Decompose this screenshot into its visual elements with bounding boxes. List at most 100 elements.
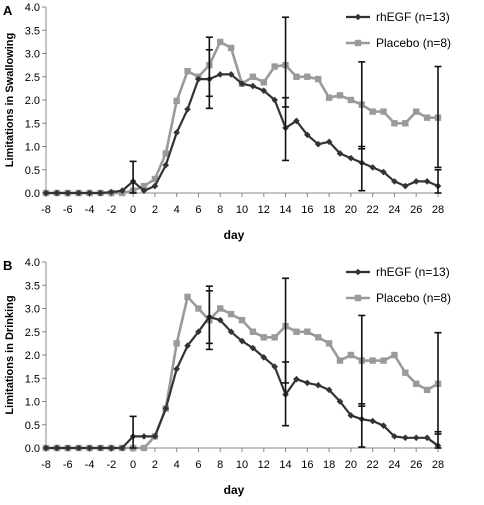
data-point-placebo	[151, 175, 159, 183]
data-point-rhegf	[249, 82, 257, 90]
x-tick-label: 12	[258, 204, 270, 216]
legend-marker-rhegf	[354, 268, 362, 276]
data-point-placebo	[336, 92, 344, 99]
y-tick-label: 2.5	[25, 72, 40, 84]
x-tick-label: -2	[106, 204, 116, 216]
data-point-rhegf	[42, 444, 50, 452]
data-point-rhegf	[64, 189, 72, 197]
x-tick-label: 16	[301, 204, 313, 216]
x-tick-label: 10	[236, 459, 248, 471]
x-tick-label: -8	[41, 459, 51, 471]
x-tick-label: -4	[85, 204, 95, 216]
panel-label: A	[3, 3, 13, 18]
data-point-placebo	[184, 293, 191, 301]
data-point-rhegf	[151, 433, 159, 440]
data-point-rhegf	[380, 422, 387, 429]
x-axis-title: day	[224, 483, 245, 497]
data-point-placebo	[347, 351, 355, 359]
data-point-placebo	[173, 97, 180, 105]
data-point-rhegf	[271, 96, 278, 104]
panel-b: 0.00.51.01.52.02.53.03.54.0-8 -6 -4 -2 0 2 4 6 8…	[3, 257, 451, 497]
y-axis-title: Limitations in Swallowing	[4, 33, 16, 167]
data-point-placebo	[315, 75, 322, 83]
data-point-rhegf	[184, 106, 191, 113]
data-point-placebo	[304, 73, 311, 80]
data-point-rhegf	[216, 71, 224, 78]
legend-label-placebo: Placebo (n=8)	[376, 291, 451, 305]
x-tick-label: 16	[301, 459, 313, 471]
panel-a: 0.00.51.01.52.02.53.03.54.0-8 -6 -4 -2 0 2 4 6 8…	[3, 2, 451, 242]
data-point-rhegf	[118, 187, 126, 194]
data-point-placebo	[380, 108, 387, 115]
data-point-rhegf	[151, 182, 159, 190]
data-point-rhegf	[271, 363, 278, 370]
data-point-placebo	[336, 357, 344, 364]
data-point-rhegf	[293, 375, 300, 383]
data-point-rhegf	[86, 189, 93, 197]
data-point-rhegf	[173, 365, 180, 373]
y-tick-label: 4.0	[25, 257, 40, 269]
data-point-placebo	[423, 114, 431, 121]
data-point-placebo	[260, 79, 267, 86]
data-point-rhegf	[293, 117, 300, 125]
y-tick-label: 0.0	[25, 188, 40, 200]
y-axis-title: Limitations in Drinking	[4, 295, 16, 414]
data-point-placebo	[391, 351, 398, 359]
data-point-placebo	[249, 73, 257, 80]
data-point-rhegf	[97, 444, 104, 452]
data-point-rhegf	[75, 189, 82, 197]
y-tick-label: 3.5	[25, 280, 40, 292]
data-point-placebo	[260, 334, 267, 341]
x-tick-label: -8	[41, 204, 51, 216]
data-point-placebo	[325, 340, 333, 347]
data-point-rhegf	[304, 131, 311, 139]
data-point-rhegf	[216, 316, 224, 324]
x-tick-label: 18	[323, 204, 335, 216]
panel-label: B	[3, 258, 12, 273]
data-point-placebo	[293, 73, 300, 80]
data-point-rhegf	[140, 187, 148, 194]
x-tick-label: 0	[130, 204, 136, 216]
x-tick-label: -4	[85, 459, 95, 471]
x-tick-label: 6	[195, 459, 201, 471]
data-point-placebo	[402, 120, 409, 127]
data-point-placebo	[217, 38, 224, 46]
x-tick-label: 0	[130, 459, 136, 471]
data-point-rhegf	[380, 168, 387, 176]
data-point-rhegf	[108, 188, 115, 196]
data-point-rhegf	[402, 434, 409, 442]
x-tick-label: 4	[174, 459, 180, 471]
x-tick-label: 8	[217, 459, 223, 471]
data-point-rhegf	[347, 154, 355, 162]
x-tick-label: 24	[388, 459, 400, 471]
data-point-rhegf	[314, 140, 322, 148]
y-tick-label: 1.5	[25, 373, 40, 385]
y-tick-label: 0.5	[25, 420, 40, 432]
data-point-rhegf	[260, 87, 268, 94]
x-tick-label: 20	[345, 459, 357, 471]
data-point-placebo	[217, 305, 224, 312]
x-tick-label: 28	[432, 204, 444, 216]
data-point-rhegf	[238, 337, 246, 345]
data-point-rhegf	[108, 444, 115, 452]
y-tick-label: 0.0	[25, 443, 40, 455]
data-point-rhegf	[260, 354, 268, 361]
y-tick-label: 2.0	[25, 95, 40, 107]
data-point-rhegf	[325, 386, 333, 394]
x-tick-label: 2	[152, 459, 158, 471]
data-point-rhegf	[184, 342, 191, 349]
data-point-rhegf	[391, 433, 398, 440]
data-point-placebo	[140, 444, 148, 452]
y-tick-label: 2.0	[25, 350, 40, 362]
data-point-placebo	[184, 67, 191, 75]
data-point-placebo	[173, 340, 180, 347]
y-tick-label: 1.5	[25, 118, 40, 130]
data-point-placebo	[195, 305, 202, 312]
x-tick-label: 10	[236, 204, 248, 216]
x-tick-label: 2	[152, 204, 158, 216]
legend-label-rhegf: rhEGF (n=13)	[376, 265, 450, 279]
series-line-rhegf	[46, 315, 439, 450]
data-point-rhegf	[75, 444, 82, 452]
data-point-rhegf	[162, 161, 170, 169]
